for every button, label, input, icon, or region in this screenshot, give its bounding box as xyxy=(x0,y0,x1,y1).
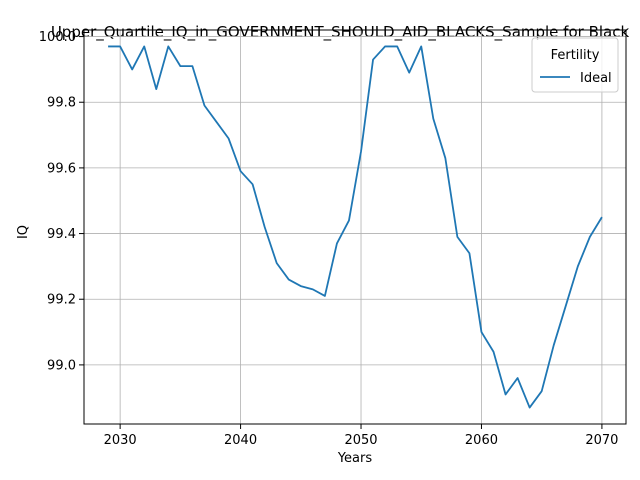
y-tick-label: 99.6 xyxy=(47,161,76,176)
y-axis-ticks: 99.0 99.2 99.4 99.6 99.8 100.0 xyxy=(39,30,84,373)
legend-title: Fertility xyxy=(551,48,600,63)
x-axis-label: Years xyxy=(337,451,373,466)
x-tick-label: 2050 xyxy=(344,433,377,448)
series-line-ideal xyxy=(108,45,603,409)
y-axis-label: IQ xyxy=(16,225,31,239)
x-axis-ticks: 2030 2040 2050 2060 2070 xyxy=(104,424,618,448)
plot-frame xyxy=(83,29,627,425)
x-tick-label: 2030 xyxy=(104,433,137,448)
chart-title: Upper_Quartile_IQ_in_GOVERNMENT_SHOULD_A… xyxy=(51,23,630,42)
legend-label-ideal: Ideal xyxy=(580,71,612,86)
grid-lines xyxy=(84,30,626,424)
x-tick-label: 2040 xyxy=(224,433,257,448)
legend: Fertility Ideal xyxy=(531,37,619,93)
x-tick-label: 2060 xyxy=(465,433,498,448)
y-tick-label: 99.8 xyxy=(47,96,76,111)
series-layer xyxy=(108,45,603,409)
y-tick-label: 100.0 xyxy=(39,30,76,45)
y-tick-label: 99.0 xyxy=(47,358,76,373)
y-tick-label: 99.2 xyxy=(47,293,76,308)
x-tick-label: 2070 xyxy=(585,433,618,448)
y-tick-label: 99.4 xyxy=(47,227,76,242)
legend-box xyxy=(531,37,619,93)
